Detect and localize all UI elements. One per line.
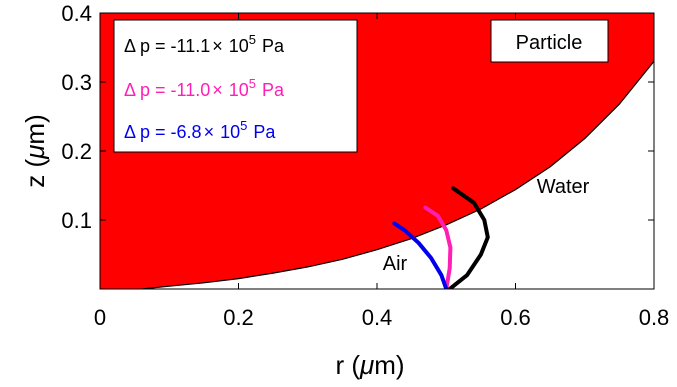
legend-entry-2: Δ p = -11.0 × 105 Pa	[124, 76, 285, 100]
legend: Δ p = -11.1 × 105 PaΔ p = -11.0 × 105 PaΔ p = …	[124, 32, 285, 142]
legend-entry-times: ×	[204, 122, 215, 142]
x-axis-label: r (μm)	[335, 350, 404, 380]
series-line-3	[392, 221, 449, 289]
legend-entry-exponent: 5	[240, 118, 247, 133]
legend-entry-unit: Pa	[262, 36, 285, 56]
legend-entry-exponent: 5	[249, 32, 256, 47]
x-tick-label: 0	[94, 305, 106, 330]
x-tick-label: 0.2	[223, 305, 254, 330]
legend-entry-value: Δ p = -6.8	[124, 122, 202, 142]
air-label: Air	[383, 253, 408, 275]
legend-entry-value: Δ p = -11.1	[124, 36, 210, 56]
particle-surface-line	[141, 60, 654, 289]
y-tick-label: 0.1	[61, 208, 92, 233]
y-axis-label-main: z (	[20, 159, 50, 188]
legend-entry-base: 10	[229, 36, 249, 56]
x-axis-label-main: r (	[335, 350, 360, 380]
legend-entry-times: ×	[212, 80, 223, 100]
legend-entry-exponent: 5	[249, 76, 256, 91]
series-line-2	[423, 205, 453, 289]
particle-label-box	[490, 19, 609, 63]
water-label: Water	[537, 176, 590, 198]
legend-entry-base: 10	[229, 80, 249, 100]
x-axis-label-mu: μ	[359, 350, 374, 380]
y-tick-label: 0.4	[61, 1, 92, 26]
legend-entry-1: Δ p = -11.1 × 105 Pa	[124, 32, 285, 56]
legend-entry-unit: Pa	[262, 80, 285, 100]
y-axis-label-tail: m)	[20, 114, 50, 144]
legend-entry-unit: Pa	[253, 122, 276, 142]
x-tick-label: 0.6	[500, 305, 531, 330]
y-axis-label: z (μm)	[20, 114, 50, 187]
y-axis-label-mu: μ	[20, 145, 50, 160]
x-axis-label-tail: m)	[374, 350, 404, 380]
series-line-1	[447, 186, 490, 289]
legend-entry-3: Δ p = -6.8 × 105 Pa	[124, 118, 276, 142]
x-tick-label: 0.8	[639, 305, 670, 330]
legend-entry-value: Δ p = -11.0	[124, 80, 210, 100]
legend-entry-times: ×	[212, 36, 223, 56]
legend-box	[113, 19, 358, 153]
particle-label: Particle	[516, 32, 583, 54]
y-tick-label: 0.2	[61, 139, 92, 164]
y-tick-label: 0.3	[61, 70, 92, 95]
x-tick-label: 0.4	[362, 305, 393, 330]
legend-entry-base: 10	[220, 122, 240, 142]
